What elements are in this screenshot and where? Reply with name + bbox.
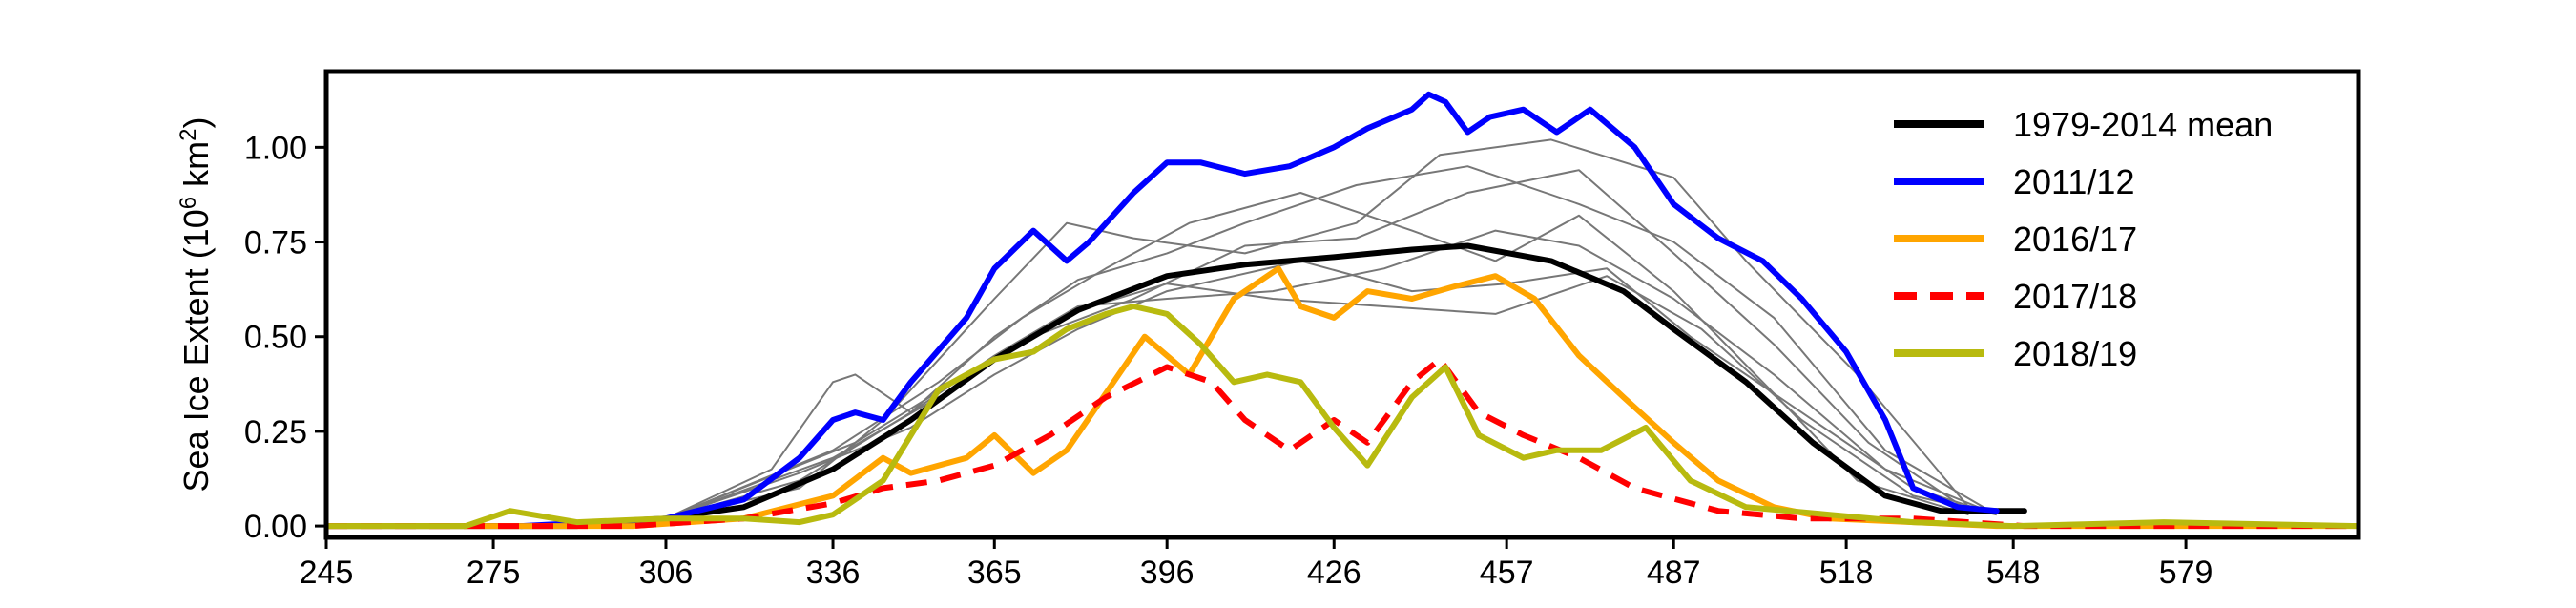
x-tick-label: 396 bbox=[1140, 555, 1195, 591]
x-tick-label: 579 bbox=[2159, 555, 2213, 591]
background-year-line-1 bbox=[665, 165, 1998, 520]
y-axis-title: Sea Ice Extent (106 km2) bbox=[176, 117, 217, 493]
legend: 1979-2014 mean 2011/12 2016/17 2017/18 2018/… bbox=[1894, 105, 2273, 373]
x-tick-label: 365 bbox=[967, 555, 1022, 591]
y-tick-label: 0.75 bbox=[244, 225, 307, 262]
y-tick-label: 1.00 bbox=[244, 130, 307, 166]
legend-label-3: 2016/17 bbox=[2013, 220, 2137, 259]
series-line-5 bbox=[326, 304, 2358, 530]
background-year-line-6 bbox=[665, 169, 1970, 520]
y-tick-label: 0.00 bbox=[244, 509, 307, 545]
x-tick-label: 426 bbox=[1307, 555, 1361, 591]
x-tick-label: 548 bbox=[1986, 555, 2041, 591]
x-tick-label: 306 bbox=[639, 555, 694, 591]
legend-label-2: 2011/12 bbox=[2013, 162, 2134, 201]
x-tick-label: 275 bbox=[467, 555, 521, 591]
x-tick-label: 518 bbox=[1819, 555, 1874, 591]
y-tick-label: 0.25 bbox=[244, 414, 307, 451]
x-tick-label: 336 bbox=[806, 555, 861, 591]
y-tick-label: 0.50 bbox=[244, 320, 307, 356]
background-year-line-2 bbox=[665, 138, 1970, 520]
legend-label-5: 2018/19 bbox=[2013, 334, 2137, 373]
legend-label-4: 2017/18 bbox=[2013, 277, 2137, 316]
plot-frame bbox=[323, 69, 2361, 540]
series-line-2 bbox=[518, 91, 2000, 530]
legend-label-1: 1979-2014 mean bbox=[2013, 105, 2273, 144]
x-tick-label: 245 bbox=[300, 555, 354, 591]
background-year-line-3 bbox=[665, 229, 1998, 520]
background-year-line-4 bbox=[665, 192, 1969, 520]
x-tick-label: 457 bbox=[1480, 555, 1534, 591]
series-line-1 bbox=[326, 242, 2027, 530]
x-tick-label: 487 bbox=[1647, 555, 1701, 591]
background-year-line-5 bbox=[665, 260, 1998, 520]
series-line-4 bbox=[326, 356, 2358, 530]
